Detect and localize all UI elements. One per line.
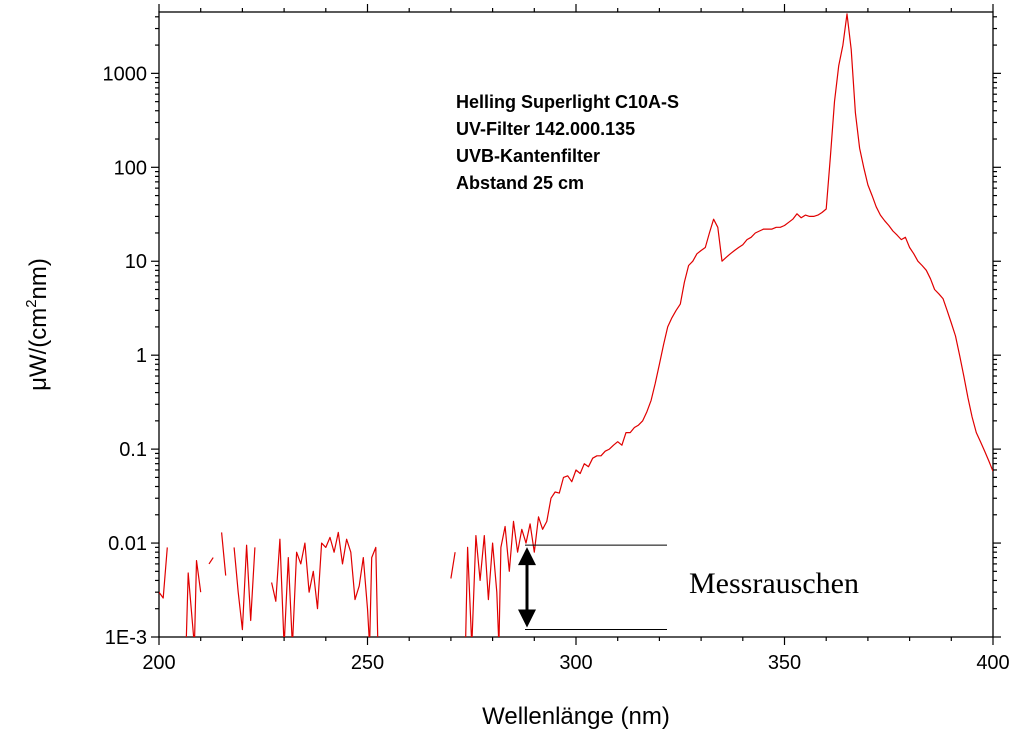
y-tick-label: 1000: [103, 63, 148, 85]
noise-label: Messrauschen: [689, 567, 859, 600]
x-tick-label: 400: [976, 652, 1009, 674]
x-tick-label: 350: [768, 652, 801, 674]
x-tick-label: 250: [351, 652, 384, 674]
noise-arrow-head-down: [518, 609, 536, 628]
y-tick-label: 0.1: [119, 439, 147, 461]
y-tick-label: 10: [125, 251, 147, 273]
spectrum-line-segment: [271, 531, 379, 637]
annotation-line: Helling Superlight C10A-S: [456, 92, 679, 112]
annotation-line: Abstand 25 cm: [456, 173, 584, 193]
spectrum-line-segment: [208, 557, 214, 565]
annotation-line: UV-Filter 142.000.135: [456, 119, 635, 139]
x-tick-label: 300: [559, 652, 592, 674]
y-axis-title: μW/(cm2nm): [23, 258, 52, 391]
x-axis-title: Wellenlänge (nm): [482, 703, 670, 730]
noise-indicator: Messrauschen: [518, 544, 859, 631]
spectrum-line-segment: [185, 560, 202, 637]
series-line: [159, 13, 993, 637]
x-tick-label: 200: [142, 652, 175, 674]
axes: 200 250 300 350 400 1E-3 0.01 0.1 1 10 100 1000 Well…: [23, 4, 1010, 730]
spectrum-line-segment: [159, 547, 168, 599]
spectrum-line-segment: [465, 13, 993, 637]
annotation-block: Helling Superlight C10A-S UV-Filter 142.0…: [456, 92, 679, 193]
spectrum-line-segment: [233, 544, 256, 631]
noise-arrow-head-up: [518, 547, 536, 566]
y-tick-label: 0.01: [108, 533, 147, 555]
spectrum-line-segment: [450, 552, 456, 579]
spectrum-line-segment: [221, 532, 227, 576]
y-tick-label: 1: [136, 345, 147, 367]
y-tick-label: 1E-3: [105, 627, 147, 649]
annotation-line: UVB-Kantenfilter: [456, 146, 600, 166]
y-tick-label: 100: [114, 157, 147, 179]
